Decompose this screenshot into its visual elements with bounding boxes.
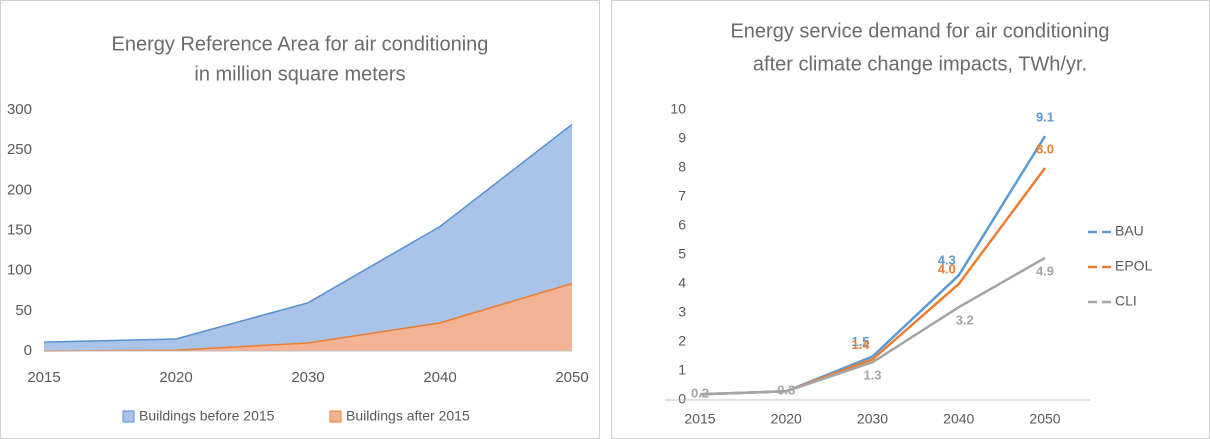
- data-label: 8.0: [1036, 141, 1054, 156]
- data-label: 1.3: [863, 368, 881, 383]
- chart-title: after climate change impacts, TWh/yr.: [753, 53, 1087, 75]
- legend-label: CLI: [1115, 293, 1137, 309]
- y-tick-label: 8: [678, 159, 686, 175]
- x-tick-label: 2040: [943, 411, 974, 427]
- area-edge: [43, 282, 573, 352]
- chart-title: Energy Reference Area for air conditioni…: [112, 33, 489, 55]
- y-tick-label: 50: [15, 302, 32, 319]
- x-tick-label: 2030: [291, 369, 324, 386]
- y-tick-label: 9: [678, 130, 686, 146]
- legend-label: Buildings after 2015: [346, 408, 470, 424]
- y-tick-label: 200: [7, 181, 32, 198]
- y-tick-label: 150: [7, 221, 32, 238]
- area: [44, 283, 572, 351]
- data-label: 1.4: [851, 337, 870, 352]
- y-tick-label: 7: [678, 188, 686, 204]
- legend-label: Buildings before 2015: [139, 408, 275, 424]
- data-label: 1.5: [851, 334, 869, 349]
- legend-swatch: [122, 410, 135, 423]
- chart-title: Energy service demand for air conditioni…: [730, 20, 1109, 42]
- y-tick-label: 1: [678, 362, 686, 378]
- y-tick-label: 6: [678, 217, 686, 233]
- legend-label: EPOL: [1115, 258, 1153, 274]
- y-tick-label: 250: [7, 141, 32, 158]
- y-tick-label: 2: [678, 333, 686, 349]
- chart-title: in million square meters: [194, 63, 405, 85]
- data-label: 3.2: [956, 313, 974, 328]
- data-label: 4.9: [1036, 263, 1054, 278]
- line: [699, 256, 1046, 396]
- right-panel: [611, 0, 1210, 439]
- legend-label: BAU: [1115, 223, 1144, 239]
- y-tick-label: 0: [678, 391, 686, 407]
- data-label: 4.3: [938, 253, 956, 268]
- x-tick-label: 2050: [555, 369, 588, 386]
- area-edge: [43, 123, 573, 343]
- data-label: 0.2: [691, 386, 709, 401]
- x-tick-label: 2040: [423, 369, 456, 386]
- y-tick-label: 3: [678, 304, 686, 320]
- x-tick-label: 2015: [684, 411, 715, 427]
- y-tick-label: 4: [678, 275, 686, 291]
- x-tick-label: 2030: [857, 411, 888, 427]
- data-label: 4.0: [938, 261, 956, 276]
- x-tick-label: 2020: [159, 369, 192, 386]
- y-tick-label: 0: [24, 342, 32, 359]
- data-label: 0.3: [777, 383, 795, 398]
- x-tick-label: 2015: [27, 369, 60, 386]
- legend-swatch: [329, 410, 342, 423]
- data-label: 9.1: [1036, 110, 1054, 125]
- x-tick-label: 2020: [771, 411, 802, 427]
- area: [44, 124, 572, 352]
- y-tick-label: 5: [678, 246, 686, 262]
- x-tick-label: 2050: [1029, 411, 1060, 427]
- y-tick-label: 100: [7, 262, 32, 279]
- y-tick-label: 10: [670, 101, 686, 117]
- y-tick-label: 300: [7, 101, 32, 118]
